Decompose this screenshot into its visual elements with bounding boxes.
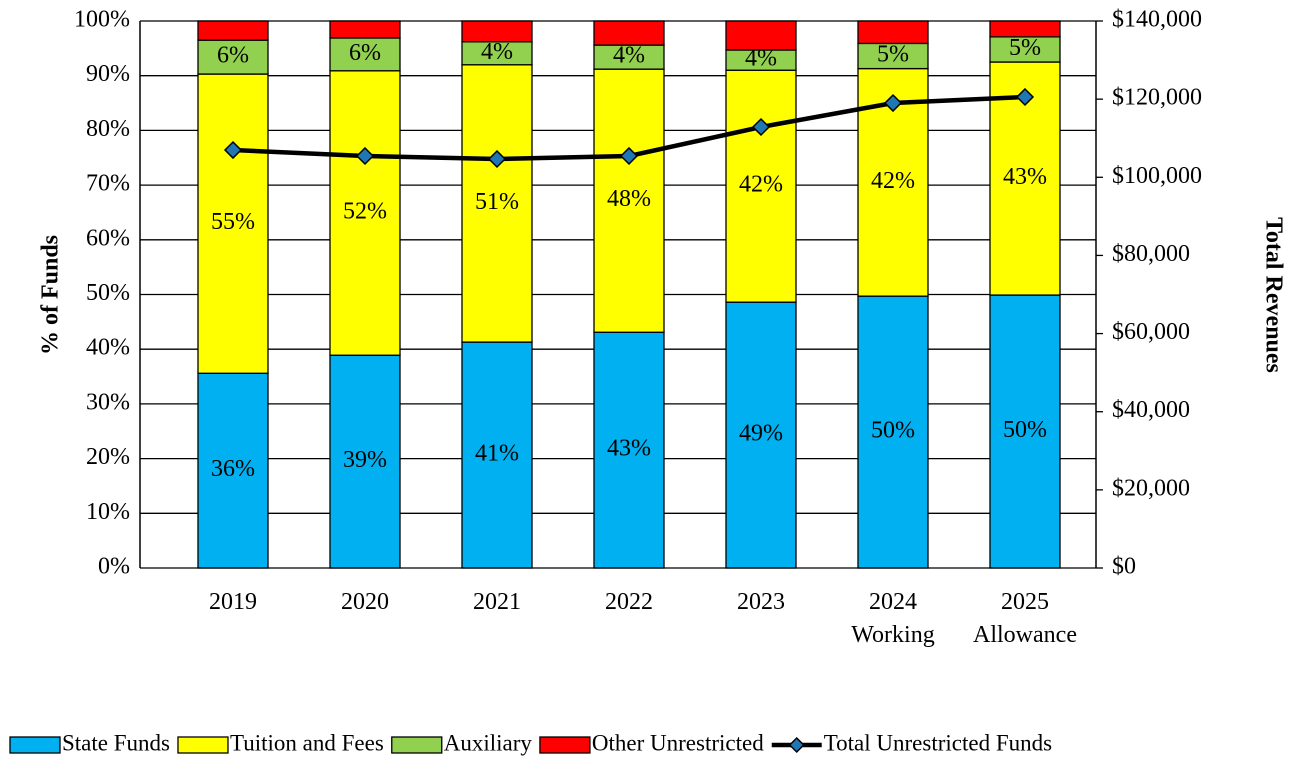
bar-segment [593,20,665,46]
y-axis-title: % of Funds [38,235,64,355]
legend-label: Auxiliary [444,730,533,755]
bar-segment [197,73,269,374]
y2-tick-label: $100,000 [1112,163,1202,189]
data-label: 42% [739,172,783,198]
bar-segment [593,44,665,70]
bar-segment [461,20,533,43]
y-tick-label: 90% [86,61,130,87]
legend-label: State Funds [62,730,170,755]
bar-segment [197,372,269,569]
line-marker [487,149,507,169]
legend-swatch [539,736,591,754]
data-label: 48% [607,186,651,212]
data-label: 42% [871,168,915,194]
y2-tick-label: $120,000 [1112,85,1202,111]
y2-tick-label: $140,000 [1112,7,1202,33]
data-label: 6% [217,43,249,69]
data-label: 4% [613,43,645,69]
legend-label: Tuition and Fees [230,730,384,755]
y-tick-label: 70% [86,171,130,197]
bar-segment [461,64,533,343]
bar-segment [725,301,797,569]
y2-axis-title: Total Revenues [1260,217,1286,373]
bar-segment [725,20,797,51]
legend-swatch [9,736,61,754]
data-label: 50% [871,418,915,444]
y-tick-label: 60% [86,225,130,251]
y2-tick-label: $60,000 [1112,319,1190,345]
data-label: 36% [211,456,255,482]
y2-tick-label: $20,000 [1112,475,1190,501]
y-tick-label: 40% [86,335,130,361]
y2-tick-label: $80,000 [1112,241,1190,267]
x-tick-label: 2025 Allowance [973,589,1077,648]
line-marker [1015,87,1035,107]
line-marker [223,140,243,160]
y-tick-label: 100% [74,7,130,33]
bar-segment [989,294,1061,569]
data-label: 4% [481,39,513,65]
bar-segment [197,39,269,75]
data-label: 52% [343,198,387,224]
y-tick-label: 30% [86,389,130,415]
data-label: 50% [1003,417,1047,443]
x-tick-label: 2019 [209,589,257,615]
bar-segment [725,69,797,303]
bar-segment [857,295,929,569]
bar-segment [197,20,269,41]
y-tick-label: 50% [86,280,130,306]
data-label: 43% [607,436,651,462]
data-label: 41% [475,441,519,467]
legend-swatch [391,736,443,754]
line-marker [883,93,903,113]
legend-label: Other Unrestricted [592,730,764,755]
data-label: 43% [1003,164,1047,190]
y2-tick-label: $0 [1112,554,1136,580]
bar-segment [329,70,401,356]
data-label: 5% [1009,35,1041,61]
y-tick-label: 0% [98,554,130,580]
line-marker [619,146,639,166]
legend-marker [788,736,805,754]
data-label: 39% [343,447,387,473]
line-marker [355,146,375,166]
bar-segment [989,20,1061,38]
x-tick-label: 2023 [737,589,785,615]
x-tick-label: 2021 [473,589,521,615]
line-marker [751,117,771,137]
data-label: 51% [475,189,519,215]
bar-segment [857,20,929,45]
y2-tick-label: $40,000 [1112,397,1190,423]
y-tick-label: 20% [86,444,130,470]
data-label: 55% [211,209,255,235]
data-label: 5% [877,42,909,68]
x-tick-label: 2022 [605,589,653,615]
legend-swatch [177,736,229,754]
bar-segment [329,20,401,39]
y-tick-label: 80% [86,116,130,142]
data-label: 6% [349,40,381,66]
x-tick-label: 2020 [341,589,389,615]
data-label: 49% [739,421,783,447]
x-tick-label: 2024 Working [851,589,934,648]
bar-segment [857,42,929,70]
y-tick-label: 10% [86,499,130,525]
legend-label: Total Unrestricted Funds [824,730,1052,755]
bar-segment [329,354,401,569]
